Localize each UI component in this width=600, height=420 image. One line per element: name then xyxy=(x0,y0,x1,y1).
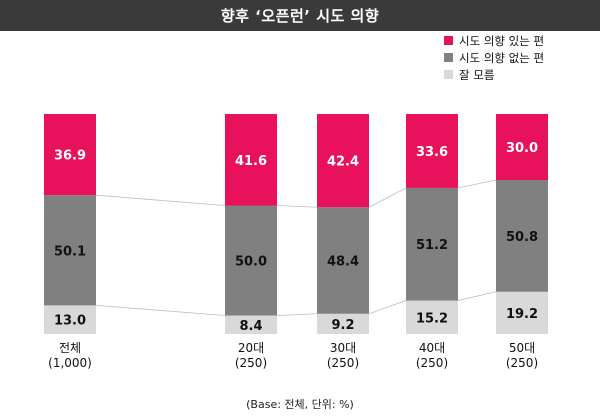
data-label: 30.0 xyxy=(506,141,538,156)
legend-swatch xyxy=(444,53,453,62)
category-sample-size: (250) xyxy=(416,356,448,370)
data-label: 50.0 xyxy=(235,255,267,270)
base-note: (Base: 전체, 단위: %) xyxy=(246,398,354,411)
legend-label: 잘 모름 xyxy=(459,68,494,82)
bar-segment xyxy=(496,180,548,292)
connector-line xyxy=(95,194,226,206)
category-sample-size: (1,000) xyxy=(48,356,92,370)
data-label: 41.6 xyxy=(235,154,267,169)
data-label: 33.6 xyxy=(416,145,448,160)
data-label: 9.2 xyxy=(331,318,354,333)
bar-groups: 13.0 50.1 36.9 8.4 50.0 41.6 9.2 48.4 42.4 15.2 51… xyxy=(44,114,548,334)
bar-segment xyxy=(496,291,548,334)
bar-segment xyxy=(225,114,277,206)
data-label: 19.2 xyxy=(506,307,538,322)
connector-line xyxy=(368,300,407,315)
chart-title: 향후 ‘오픈런’ 시도 의향 xyxy=(220,7,380,25)
data-label: 8.4 xyxy=(239,319,262,334)
category-label: 50대 xyxy=(509,341,535,355)
bar-segment xyxy=(225,315,277,334)
bar-segment xyxy=(44,195,96,306)
bar-segment xyxy=(317,313,369,334)
bar-segment xyxy=(406,187,458,301)
category-sample-size: (250) xyxy=(506,356,538,370)
bar-segment xyxy=(225,205,277,316)
bar-segment xyxy=(406,114,458,188)
connector-lines xyxy=(95,179,497,316)
bar-segment xyxy=(406,300,458,334)
bar-segment xyxy=(44,114,96,196)
category-labels: 전체(1,000)20대(250)30대(250)40대(250)50대(250… xyxy=(48,341,538,370)
category-label: 40대 xyxy=(419,341,445,355)
connector-line xyxy=(95,305,226,316)
category-sample-size: (250) xyxy=(327,356,359,370)
legend-label: 시도 의향 있는 편 xyxy=(459,34,544,48)
connector-line xyxy=(457,179,497,189)
category-label: 20대 xyxy=(238,341,264,355)
title-bar: 향후 ‘오픈런’ 시도 의향 xyxy=(0,0,600,31)
connector-line xyxy=(276,205,318,208)
bar-segment xyxy=(496,114,548,180)
legend-swatch xyxy=(444,70,453,79)
legend-label: 시도 의향 없는 편 xyxy=(459,51,544,65)
category-label: 전체 xyxy=(59,341,81,355)
connector-line xyxy=(457,291,497,301)
category-sample-size: (250) xyxy=(235,356,267,370)
legend: 시도 의향 있는 편시도 의향 없는 편잘 모름 xyxy=(444,34,544,82)
data-label: 51.2 xyxy=(416,238,448,253)
connector-line xyxy=(276,313,318,316)
data-label: 15.2 xyxy=(416,311,448,326)
bar-segment xyxy=(317,207,369,314)
data-label: 50.1 xyxy=(54,244,86,259)
data-label: 48.4 xyxy=(327,255,359,270)
data-label: 13.0 xyxy=(54,314,86,329)
legend-swatch xyxy=(444,36,453,45)
data-label: 50.8 xyxy=(506,230,538,245)
bar-segment xyxy=(317,114,369,208)
connector-line xyxy=(368,187,407,208)
data-label: 42.4 xyxy=(327,155,359,170)
category-label: 30대 xyxy=(330,341,356,355)
data-label: 36.9 xyxy=(54,149,86,164)
bar-segment xyxy=(44,305,96,334)
